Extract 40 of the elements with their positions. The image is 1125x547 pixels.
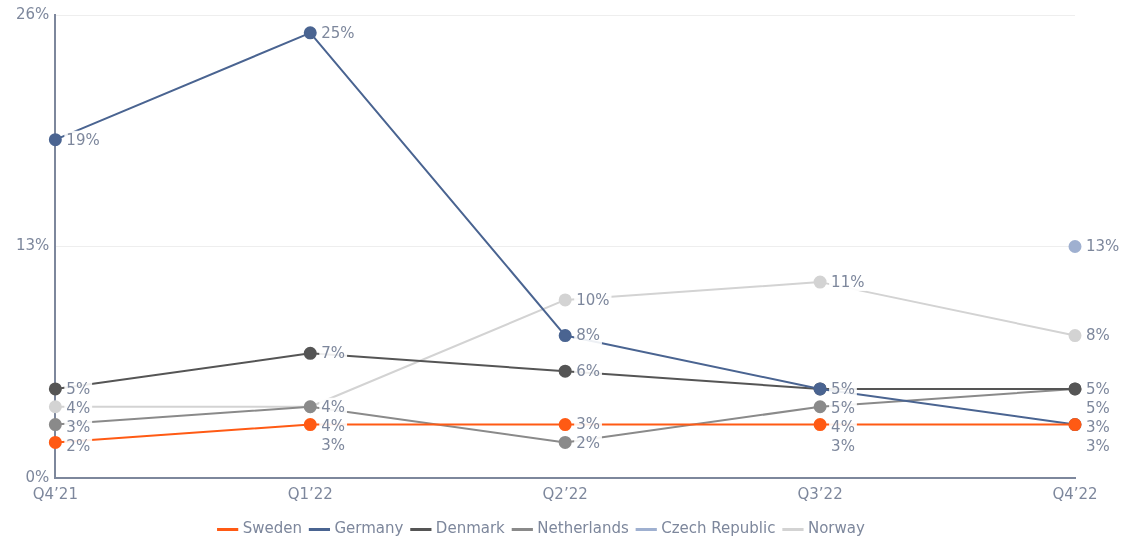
data-label: 3% [831,436,855,455]
x-tick-label: Q4’21 [32,484,78,503]
legend-label: Netherlands [537,519,629,538]
data-label: 13% [1086,237,1120,256]
legend-label: Germany [334,519,404,538]
data-label: 4% [831,417,855,436]
data-label: 19% [66,130,100,149]
data-label: 4% [321,416,346,435]
y-tick-label: 0% [25,467,50,486]
data-label: 8% [1086,326,1110,345]
data-label: 6% [576,362,600,381]
data-label: 8% [576,326,600,345]
data-label: 5% [66,379,91,398]
data-label: 3% [1086,417,1110,436]
data-label: 10% [576,290,610,309]
data-label: 3% [576,415,600,434]
y-tick-label: 26% [16,4,50,23]
data-label: 4% [66,398,91,417]
x-tick-label: Q2’22 [542,484,588,503]
data-label: 7% [321,344,346,363]
legend-label: Sweden [242,519,302,538]
legend-label: Denmark [435,519,506,538]
data-label: 3% [1086,436,1110,455]
data-label: 5% [831,379,855,398]
data-label: 2% [66,436,91,455]
data-label: 4% [321,397,346,416]
data-label: 5% [1086,379,1110,398]
data-label: 3% [66,417,91,436]
data-label: 3% [321,435,346,454]
x-tick-label: Q4’22 [1052,484,1098,503]
y-tick-label: 13% [16,236,50,255]
x-tick-label: Q1’22 [287,484,333,503]
data-label: 5% [831,398,855,417]
legend-label: Norway [807,519,865,538]
data-label: 11% [831,273,865,292]
data-label: 25% [321,23,355,42]
data-label: 2% [576,434,600,453]
x-tick-label: Q3’22 [797,484,843,503]
data-label: 5% [1086,398,1110,417]
legend-label: Czech Republic [661,519,776,538]
